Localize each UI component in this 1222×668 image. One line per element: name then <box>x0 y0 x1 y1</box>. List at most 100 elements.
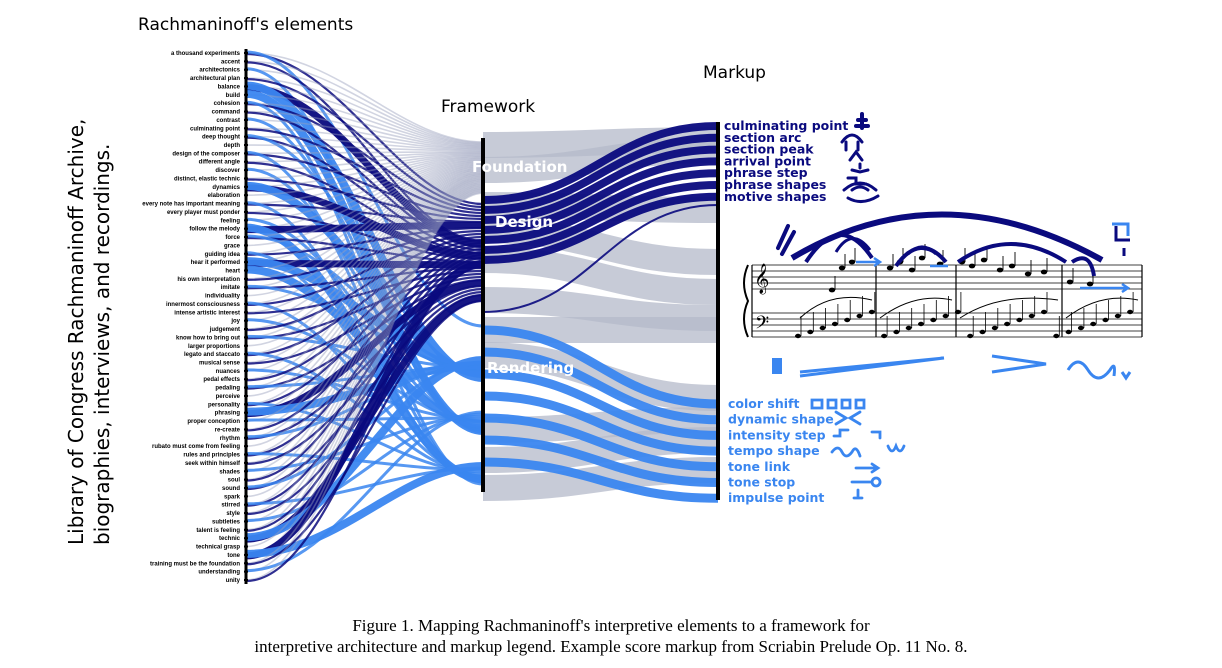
markup-label-section-arc: section arc <box>724 130 801 145</box>
element-label-rhythm: rhythm <box>220 436 240 442</box>
score-tone-link-3 <box>1080 282 1131 294</box>
flow-design-phrase-step <box>482 169 719 244</box>
element-label-phrasing: phrasing <box>215 411 241 417</box>
bass-note-19 <box>1016 317 1023 323</box>
flow-legato-and-staccato-foundation <box>245 170 484 355</box>
flow-rules-and-principles-design <box>245 250 484 457</box>
section-arc-symbol <box>840 133 864 152</box>
element-label-legato-and-staccato: legato and staccato <box>184 352 240 358</box>
slur-2 <box>879 297 953 319</box>
flow-nuances-foundation <box>245 172 484 372</box>
flow-pedal-effects-design <box>245 241 484 382</box>
bass-note-7 <box>868 309 875 315</box>
element-label-know-how-to-bring-out: know how to bring out <box>176 335 240 341</box>
flow-personality-design <box>245 244 484 407</box>
element-label-spark: spark <box>224 494 241 500</box>
flow-accent-design <box>245 61 484 243</box>
side-label: Library of Congress Rachmaninoff Archive… <box>64 119 114 545</box>
framework-label-design: Design <box>495 213 553 231</box>
element-label-intense-artistic-interest: intense artistic interest <box>174 310 240 316</box>
bass-note-13 <box>942 313 949 319</box>
flow-soul-design <box>245 253 484 482</box>
flow-technical-grasp-foundation <box>245 189 484 548</box>
dynamic-shape-symbol <box>834 410 862 426</box>
treble-note-17 <box>1086 281 1094 287</box>
flow-foundation-band-5 <box>482 247 719 305</box>
flow-grace-foundation <box>245 159 484 247</box>
flow-follow-the-melody-design <box>245 221 484 234</box>
treble-note-14 <box>1024 271 1032 277</box>
tempo-shape-symbol <box>830 442 906 458</box>
bass-note-12 <box>930 317 937 323</box>
element-label-nuances: nuances <box>216 369 241 375</box>
treble-note-15 <box>1040 269 1048 275</box>
treble-note-4 <box>886 265 894 271</box>
element-axis <box>244 49 248 584</box>
flow-balance-foundation <box>245 85 484 147</box>
flow-tone-rendering <box>245 462 484 558</box>
flow-individuality-foundation <box>245 164 484 297</box>
element-label-command: command <box>212 110 241 116</box>
score-crescendo <box>799 356 945 378</box>
tone-link-symbol <box>854 462 881 474</box>
flow-depth-foundation <box>245 144 484 152</box>
element-label-joy: joy <box>230 319 240 325</box>
motive-shapes-symbol <box>846 185 880 203</box>
treble-note-12 <box>996 267 1004 273</box>
flow-larger-proportions-foundation <box>245 169 484 347</box>
caption-line2: interpretive architecture and markup leg… <box>254 637 968 656</box>
element-label-a-thousand-experiments: a thousand experiments <box>171 51 241 57</box>
element-label-every-note-has-important-meaning: every note has important meaning <box>142 202 240 208</box>
element-label-cohesion: cohesion <box>214 101 241 107</box>
bass-note-2 <box>807 329 814 335</box>
markup-label-arrival-point: arrival point <box>724 153 811 168</box>
element-label-stirred: stirred <box>221 503 240 509</box>
flow-every-note-has-important-meaning-foundation <box>245 155 484 205</box>
flow-a-thousand-experiments-design <box>245 52 484 206</box>
flow-design-section-peak <box>482 145 719 224</box>
framework-node-rendering <box>481 318 485 492</box>
bass-note-8 <box>881 333 888 339</box>
treble-note-2 <box>838 265 846 271</box>
score-arrival-mark <box>776 224 796 256</box>
flow-discover-foundation <box>245 152 484 171</box>
flow-imitate-foundation <box>245 163 484 289</box>
flow-feeling-foundation <box>245 157 484 222</box>
flow-contrast-foundation <box>245 119 484 150</box>
flow-elaboration-foundation <box>245 155 484 197</box>
flow-architectural-plan-design <box>245 77 484 209</box>
element-label-pedaling: pedaling <box>215 386 240 392</box>
element-label-understanding: understanding <box>198 570 240 576</box>
framework-title: Framework <box>441 97 535 117</box>
markup-label-section-peak: section peak <box>724 142 814 157</box>
element-label-contrast: contrast <box>216 118 240 124</box>
markup-label-tempo-shape: tempo shape <box>728 443 820 458</box>
markup-label-motive-shapes: motive shapes <box>724 189 827 204</box>
framework-node-design <box>481 198 485 318</box>
flow-legato-and-staccato-design <box>245 238 484 357</box>
flow-understanding-foundation <box>245 191 484 573</box>
element-label-feeling: feeling <box>221 218 241 224</box>
flow-culminating-point-design <box>245 128 484 215</box>
flow-tone-foundation <box>245 189 484 556</box>
flow-design-motive-shapes <box>482 192 719 264</box>
framework-to-markup-flows <box>482 122 719 503</box>
flow-guiding-idea-foundation <box>245 160 484 255</box>
flow-soul-foundation <box>245 182 484 481</box>
bass-note-9 <box>893 329 900 335</box>
element-label-build: build <box>226 93 241 99</box>
score-step-mark <box>1114 226 1130 256</box>
bass-note-18 <box>1004 321 1011 327</box>
element-label-sound: sound <box>222 486 240 492</box>
flow-innermost-consciousness-foundation <box>245 165 484 305</box>
slur-3 <box>959 297 1059 319</box>
flow-rendering-tone-stop <box>482 435 719 487</box>
markup-symbols <box>810 112 906 500</box>
markup-label-culminating-point: culminating point <box>724 118 848 133</box>
flow-training-must-be-the-foundation-foundation <box>245 190 484 565</box>
element-label-rules-and-principles: rules and principles <box>183 453 240 459</box>
bass-note-5 <box>844 317 851 323</box>
markup-title: Markup <box>703 63 766 83</box>
bass-note-16 <box>979 329 986 335</box>
